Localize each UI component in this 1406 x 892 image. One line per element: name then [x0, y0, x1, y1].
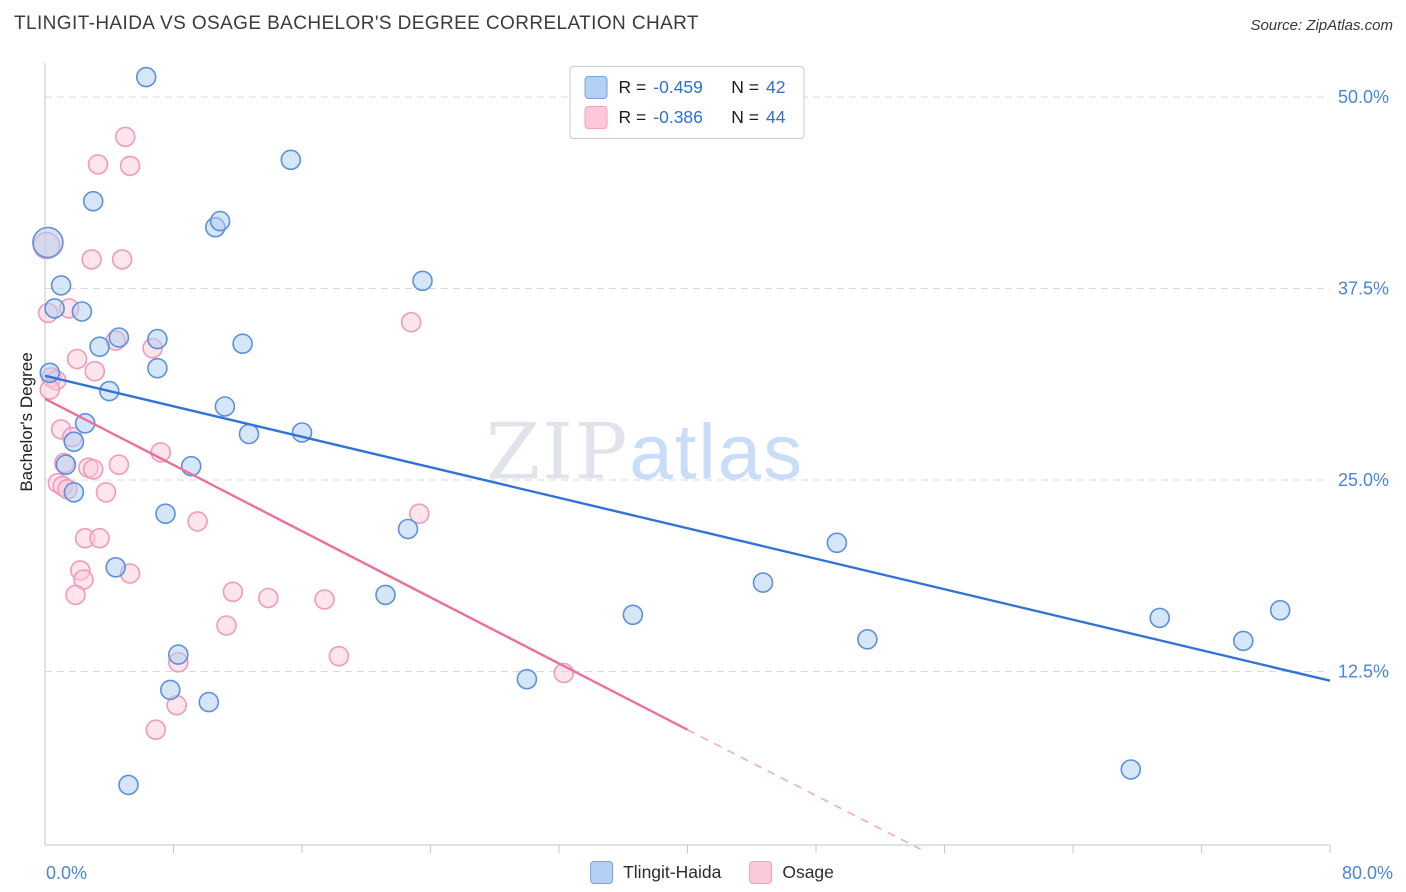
- osage-point: [87, 154, 109, 175]
- tlingit-haida-point: [826, 532, 848, 554]
- tlingit-haida-point: [412, 270, 433, 292]
- y-tick-label: 37.5%: [1338, 279, 1389, 299]
- tlingit-haida-point: [32, 226, 64, 259]
- x-axis-max-label: 80.0%: [1341, 863, 1393, 883]
- tlingit-haida-point: [280, 149, 302, 171]
- osage-point: [66, 348, 88, 370]
- tlingit-haida-point: [160, 679, 181, 701]
- osage-point: [187, 511, 208, 532]
- legend-item-osage: Osage: [749, 861, 834, 884]
- tlingit-haida-point: [147, 328, 168, 350]
- tlingit-haida-point: [209, 210, 231, 232]
- tlingit-haida-point: [214, 396, 236, 417]
- osage-point: [115, 126, 136, 148]
- osage-trend-dashed: [687, 729, 921, 850]
- tlingit-haida-point: [44, 298, 65, 319]
- osage-point: [216, 615, 237, 636]
- tlingit-haida-point: [198, 691, 220, 713]
- scatter-points: [32, 66, 1291, 796]
- tlingit-haida-point: [155, 503, 176, 525]
- tlingit-haida-point: [1269, 599, 1291, 621]
- axes: [44, 63, 1331, 853]
- y-tick-labels: 50.0% 37.5% 25.0% 12.5%: [1338, 87, 1389, 682]
- watermark-atlas: atlas: [629, 407, 805, 496]
- osage-swatch: [584, 106, 608, 129]
- tlingit-haida-point: [118, 774, 139, 796]
- stats-row-osage: R = -0.386 N = 44: [584, 106, 786, 129]
- tlingit-haida-point: [516, 668, 538, 690]
- tlingit-haida-point: [82, 190, 104, 212]
- tlingit-haida-point: [63, 431, 85, 453]
- r-value: -0.459: [653, 77, 703, 97]
- osage-point: [95, 481, 117, 503]
- y-tick-label: 12.5%: [1338, 662, 1389, 682]
- tlingit-haida-point: [147, 357, 168, 379]
- tlingit-haida-point: [1149, 607, 1170, 629]
- zipatlas-watermark: ZIPatlas: [486, 407, 804, 498]
- tlingit-haida-point: [622, 604, 644, 626]
- tlingit-haida-point: [397, 518, 419, 540]
- trend-lines: [44, 374, 1331, 850]
- n-label: N =: [731, 107, 759, 127]
- osage-point: [119, 155, 141, 177]
- y-axis-title: Bachelor's Degree: [17, 352, 36, 492]
- osage-trend-line: [44, 397, 689, 731]
- osage-legend-swatch: [749, 861, 773, 884]
- x-axis-min-label: 0.0%: [46, 863, 88, 883]
- bottom-axis-row: 0.0% Tlingit-Haida Osage 80.0%: [0, 858, 1406, 884]
- osage-point: [400, 311, 422, 333]
- tlingit-haida-point: [63, 481, 85, 503]
- tlingit-haida-legend-swatch: [590, 861, 614, 884]
- tlingit-haida-point: [135, 66, 157, 88]
- tlingit-haida-point: [55, 454, 77, 476]
- legend-label-tlingit-haida: Tlingit-Haida: [623, 862, 722, 882]
- correlation-stats-box: R = -0.459 N = 42 R = -0.386 N = 44: [569, 66, 805, 139]
- stats-row-tlingit-haida: R = -0.459 N = 42: [584, 76, 786, 99]
- tlingit-haida-point: [1233, 630, 1254, 652]
- legend-item-tlingit-haida: Tlingit-Haida: [590, 861, 721, 884]
- tlingit-haida-point: [71, 301, 93, 322]
- tlingit-haida-point: [238, 423, 260, 445]
- r-label: R =: [618, 77, 647, 97]
- osage-point: [65, 584, 86, 606]
- tlingit-haida-point: [168, 644, 189, 665]
- osage-point: [89, 527, 110, 549]
- y-tick-label: 25.0%: [1338, 470, 1389, 490]
- osage-point: [314, 589, 335, 610]
- tlingit-haida-point: [1120, 759, 1142, 780]
- tlingit-haida-point: [752, 572, 774, 593]
- legend-label-osage: Osage: [782, 862, 834, 882]
- osage-point: [108, 454, 130, 476]
- osage-point: [84, 360, 106, 382]
- osage-point: [111, 249, 133, 270]
- tlingit-haida-trend-line: [44, 374, 1331, 682]
- n-value: 42: [766, 77, 786, 97]
- osage-point: [81, 249, 102, 270]
- osage-point: [222, 581, 244, 603]
- y-tick-label: 50.0%: [1338, 87, 1389, 107]
- watermark-zip: ZIP: [485, 407, 630, 498]
- r-label: R =: [618, 107, 647, 127]
- chart-title: TLINGIT-HAIDA VS OSAGE BACHELOR'S DEGREE…: [14, 13, 699, 34]
- osage-point: [145, 719, 167, 741]
- tlingit-haida-point: [105, 556, 126, 578]
- chart-legend: Tlingit-Haida Osage: [576, 861, 848, 884]
- r-value: -0.386: [653, 107, 703, 127]
- tlingit-haida-point: [857, 628, 878, 650]
- osage-point: [408, 503, 430, 525]
- tlingit-haida-point: [108, 327, 130, 348]
- tlingit-haida-point: [375, 584, 396, 606]
- tlingit-haida-point: [232, 333, 253, 355]
- tlingit-haida-point: [89, 336, 110, 358]
- osage-point: [257, 587, 279, 609]
- n-label: N =: [731, 77, 759, 97]
- osage-point: [82, 458, 104, 480]
- tlingit-haida-swatch: [584, 76, 608, 99]
- source-attribution: Source: ZipAtlas.com: [1250, 17, 1393, 34]
- tlingit-haida-point: [50, 275, 72, 296]
- osage-point: [328, 645, 350, 667]
- n-value: 44: [766, 107, 786, 127]
